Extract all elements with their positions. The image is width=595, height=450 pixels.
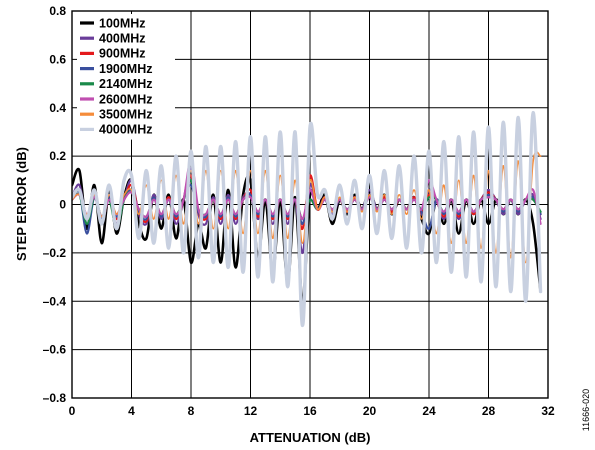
x-axis-ticks: 0 4 8 12 16 20 24 28 32 — [69, 404, 555, 418]
x-tick-label: 16 — [303, 404, 317, 418]
legend-label-3500mhz: 3500MHz — [99, 108, 153, 122]
y-tick-label: –0.4 — [43, 294, 67, 308]
series-line-3500mhz — [72, 151, 542, 264]
x-tick-label: 12 — [244, 404, 258, 418]
x-tick-label: 8 — [188, 404, 195, 418]
y-tick-label: 0.6 — [49, 52, 66, 66]
series-line-4000mhz — [72, 110, 543, 328]
figure-id: 11666-020 — [581, 389, 591, 431]
plot-frame — [71, 10, 549, 399]
legend-label-1900mhz: 1900MHz — [99, 62, 153, 76]
legend-label-400mhz: 400MHz — [99, 32, 146, 46]
y-tick-label: –0.6 — [43, 343, 67, 357]
legend-label-900mhz: 900MHz — [99, 47, 146, 61]
y-axis-ticks: –0.8 –0.6 –0.4 –0.2 0 0.2 0.4 0.6 0.8 — [43, 4, 67, 405]
x-tick-label: 24 — [422, 404, 436, 418]
y-tick-label: –0.2 — [43, 246, 67, 260]
series-lines — [72, 110, 543, 328]
legend-label-2140mhz: 2140MHz — [99, 77, 153, 91]
x-tick-label: 4 — [128, 404, 135, 418]
y-tick-label: 0.8 — [49, 4, 66, 18]
legend-label-2600mhz: 2600MHz — [99, 92, 153, 106]
legend-label-100mhz: 100MHz — [99, 16, 146, 30]
x-tick-label: 0 — [69, 404, 76, 418]
y-axis-label: STEP ERROR (dB) — [14, 147, 29, 261]
y-tick-label: 0.2 — [49, 149, 66, 163]
plot-border — [71, 10, 549, 399]
y-tick-label: –0.8 — [43, 391, 67, 405]
y-tick-label: 0 — [59, 198, 66, 212]
legend-label-4000mhz: 4000MHz — [99, 123, 153, 137]
x-tick-label: 20 — [363, 404, 377, 418]
legend-background — [77, 14, 175, 140]
x-tick-label: 28 — [482, 404, 496, 418]
x-tick-label: 32 — [541, 404, 555, 418]
x-axis-label: ATTENUATION (dB) — [250, 430, 371, 445]
y-tick-label: 0.4 — [49, 101, 66, 115]
